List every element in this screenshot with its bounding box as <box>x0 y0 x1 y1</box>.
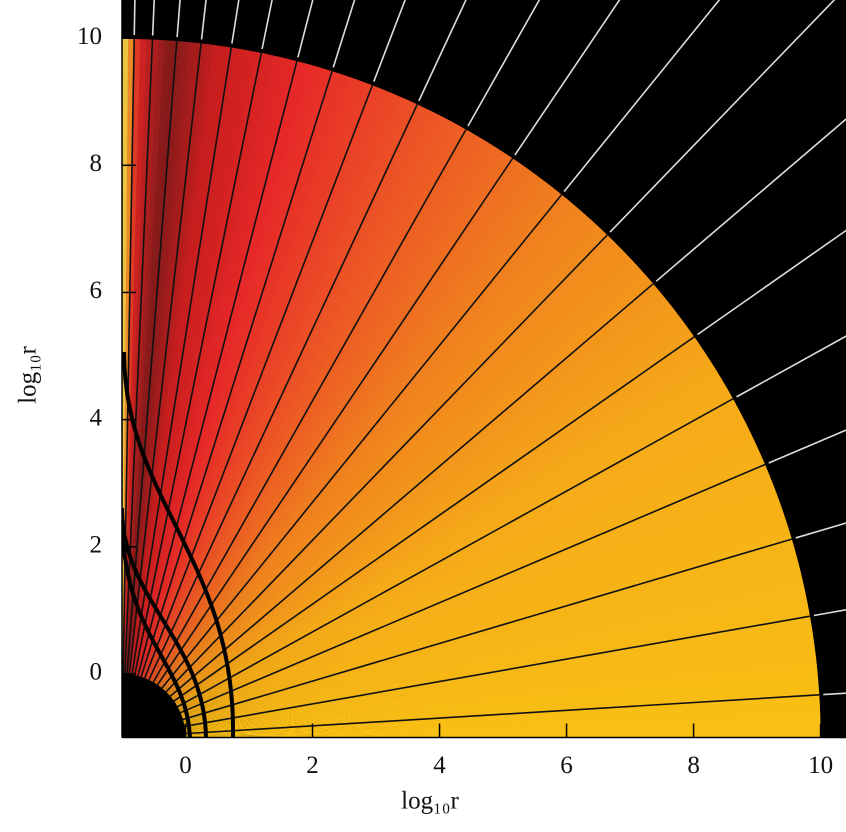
chart: 0 2 4 6 8 10 0 2 4 6 8 10 log₁₀r log₁₀r <box>0 0 846 827</box>
x-tick-label: 2 <box>306 752 319 779</box>
x-axis-label: log₁₀r <box>401 788 459 815</box>
y-tick-label: 0 <box>90 659 103 686</box>
y-tick-label: 4 <box>90 404 103 431</box>
plot-area <box>58 0 846 801</box>
x-tick-label: 0 <box>179 752 192 779</box>
y-tick-label: 10 <box>77 23 102 50</box>
y-tick-label: 2 <box>90 532 103 559</box>
y-axis-label: log₁₀r <box>15 345 42 403</box>
y-tick-label: 8 <box>90 150 103 177</box>
x-tick-label: 8 <box>687 752 700 779</box>
x-tick-label: 4 <box>433 752 446 779</box>
x-tick-label: 6 <box>560 752 573 779</box>
x-tick-label: 10 <box>808 752 833 779</box>
y-tick-label: 6 <box>90 277 103 304</box>
